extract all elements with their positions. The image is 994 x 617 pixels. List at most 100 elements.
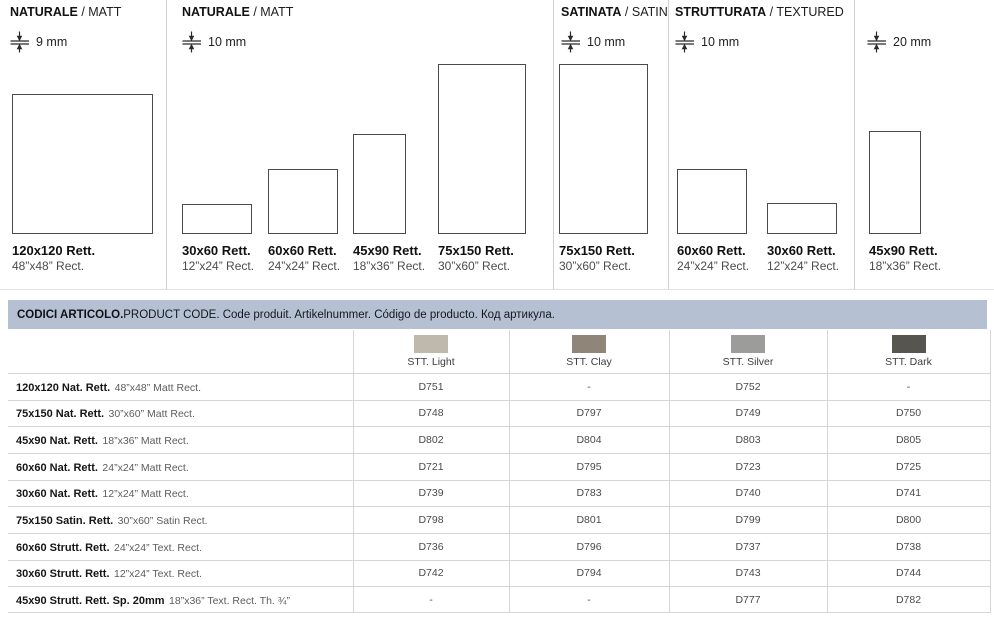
tile-size-label: 75x150 Rett. <box>559 243 635 258</box>
code-cell: D738 <box>895 540 922 553</box>
color-name: STT. Light <box>407 356 455 368</box>
code-cell: D799 <box>735 514 761 527</box>
table-row: 60x60 Nat. Rett. 24”x24” Matt Rect. D721 D… <box>8 452 990 480</box>
tile-size-label: 30x60 Rett. <box>182 243 251 258</box>
product-code-table: 120x120 Nat. Rett. 48”x48” Matt Rect. D75… <box>8 373 990 613</box>
row-size-label: 75x150 Satin. Rett. <box>16 515 114 528</box>
code-cell: D782 <box>895 593 922 606</box>
code-cell: D803 <box>735 434 761 447</box>
tile-size-box <box>559 64 648 234</box>
thickness-label: 10 mm <box>701 35 740 49</box>
code-cell: D749 <box>735 407 761 420</box>
row-label: 45x90 Strutt. Rett. Sp. 20mm 18”x36” Tex… <box>8 591 353 609</box>
row-size-label: 30x60 Nat. Rett. <box>16 488 98 501</box>
table-row: 75x150 Nat. Rett. 30”x60” Matt Rect. D748… <box>8 399 990 427</box>
code-cell: D741 <box>895 487 922 500</box>
row-size-inches: 12”x24” Matt Rect. <box>102 488 189 501</box>
code-cell: D801 <box>576 514 602 527</box>
row-label: 75x150 Nat. Rett. 30”x60” Matt Rect. <box>8 404 353 422</box>
thickness-icon <box>182 31 201 53</box>
thickness-gauge: 20 mm <box>867 31 931 53</box>
thickness-label: 10 mm <box>208 35 247 49</box>
band-title: CODICI ARTICOLO. <box>17 308 124 321</box>
row-size-label: 45x90 Nat. Rett. <box>16 435 98 448</box>
code-cell: D795 <box>576 460 602 473</box>
finish-title: SATINATA / SATIN <box>561 5 668 19</box>
code-cell: D740 <box>735 487 761 500</box>
finish-name-en: / MATT <box>253 5 294 19</box>
row-label: 60x60 Nat. Rett. 24”x24” Matt Rect. <box>8 458 353 476</box>
section-divider <box>553 0 554 289</box>
row-label: 75x150 Satin. Rett. 30”x60” Satin Rect. <box>8 511 353 529</box>
finish-name: NATURALE <box>182 5 250 19</box>
code-cell: D802 <box>418 434 444 447</box>
tile-size-box <box>767 203 837 234</box>
tile-size-inches: 12”x24” Rect. <box>182 259 255 273</box>
thickness-gauge: 10 mm <box>675 31 739 53</box>
code-cell: D798 <box>418 514 444 527</box>
row-size-inches: 30”x60” Matt Rect. <box>108 408 195 421</box>
finish-name: NATURALE <box>10 5 78 19</box>
section-divider <box>854 0 855 289</box>
tile-size-box <box>353 134 406 234</box>
row-size-label: 75x150 Nat. Rett. <box>16 408 105 421</box>
row-label: 120x120 Nat. Rett. 48”x48” Matt Rect. <box>8 378 353 396</box>
tile-size-inches: 24”x24” Rect. <box>677 259 750 273</box>
table-row: 120x120 Nat. Rett. 48”x48” Matt Rect. D75… <box>8 373 990 400</box>
finish-name-en: / TEXTURED <box>769 5 844 19</box>
table-header-row: STT. Light STT. Clay STT. Silver STT. Dark <box>8 331 990 368</box>
code-cell: - <box>429 593 433 606</box>
tile-size-box <box>268 169 338 234</box>
thickness-icon <box>675 31 694 53</box>
row-size-inches: 18”x36” Text. Rect. Th. ¾” <box>169 594 291 607</box>
table-grid-line <box>669 330 670 613</box>
tile-size-label: 45x90 Rett. <box>353 243 422 258</box>
tile-size-inches: 48”x48” Rect. <box>12 259 85 273</box>
table-row: 45x90 Nat. Rett. 18”x36” Matt Rect. D802 D… <box>8 426 990 453</box>
tile-size-inches: 30”x60” Rect. <box>438 259 511 273</box>
color-column-header: STT. Clay <box>509 331 669 368</box>
color-name: STT. Dark <box>885 356 932 368</box>
finish-name-en: / SATIN <box>624 5 668 19</box>
section-divider <box>668 0 669 289</box>
thickness-icon <box>867 31 886 53</box>
row-label: 60x60 Strutt. Rett. 24”x24” Text. Rect. <box>8 538 353 556</box>
table-corner-cell <box>8 331 353 368</box>
finish-title: NATURALE / MATT <box>182 5 293 19</box>
row-label: 30x60 Nat. Rett. 12”x24” Matt Rect. <box>8 484 353 502</box>
thickness-label: 20 mm <box>893 35 932 49</box>
code-cell: D751 <box>418 380 444 393</box>
section-divider <box>166 0 167 289</box>
table-row: 60x60 Strutt. Rett. 24”x24” Text. Rect. D… <box>8 532 990 560</box>
tile-size-label: 30x60 Rett. <box>767 243 836 258</box>
row-size-inches: 48”x48” Matt Rect. <box>114 381 201 394</box>
color-swatch <box>891 335 926 353</box>
thickness-gauge: 10 mm <box>561 31 625 53</box>
code-cell: - <box>906 380 911 393</box>
thickness-gauge: 10 mm <box>182 31 246 53</box>
row-size-label: 45x90 Strutt. Rett. Sp. 20mm <box>16 594 165 607</box>
tile-size-box <box>12 94 153 234</box>
code-cell: D721 <box>418 460 444 473</box>
tile-size-label: 75x150 Rett. <box>438 243 514 258</box>
table-grid-line <box>990 330 991 613</box>
color-name: STT. Silver <box>722 356 774 368</box>
tile-size-label: 120x120 Rett. <box>12 243 96 258</box>
code-cell: D723 <box>735 460 761 473</box>
code-cell: D739 <box>418 487 444 500</box>
color-column-header: STT. Dark <box>827 331 990 368</box>
tile-size-box <box>677 169 747 234</box>
thickness-gauge: 9 mm <box>10 31 67 53</box>
product-code-band: CODICI ARTICOLO. PRODUCT CODE. Code prod… <box>8 300 987 329</box>
tile-size-box <box>182 204 252 234</box>
color-column-header: STT. Silver <box>669 331 827 368</box>
code-cell: D752 <box>735 380 761 393</box>
code-cell: D796 <box>576 540 602 553</box>
code-cell: D800 <box>895 514 922 527</box>
tile-size-inches: 18”x36” Rect. <box>869 259 942 273</box>
thickness-label: 10 mm <box>587 35 626 49</box>
panel-divider <box>0 289 994 290</box>
band-translations: PRODUCT CODE. Code produit. Artikelnumme… <box>123 308 555 321</box>
table-grid-line <box>827 330 828 613</box>
tile-size-inches: 30”x60” Rect. <box>559 259 632 273</box>
